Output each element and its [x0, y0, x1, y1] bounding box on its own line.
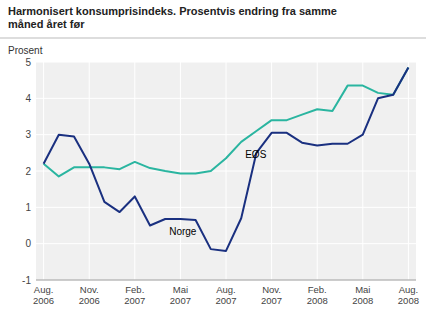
y-grid-line	[36, 280, 416, 281]
x-tick-label-line: 2006	[33, 295, 54, 306]
x-tick-label-line: Aug.	[34, 284, 54, 295]
x-grid-line	[408, 62, 409, 280]
series-line	[44, 67, 409, 176]
y-tick-label: 2	[25, 166, 31, 177]
x-tick-label: Aug.2008	[398, 284, 419, 306]
x-tick-label-line: Nov.	[80, 284, 99, 295]
x-grid-line	[317, 62, 318, 280]
x-grid-line	[43, 62, 44, 280]
x-tick-label: Feb.2007	[124, 284, 145, 306]
x-tick-label-line: 2007	[124, 295, 145, 306]
title-line: måned året før	[8, 18, 85, 30]
x-tick-label-line: 2007	[215, 295, 236, 306]
title: Harmonisert konsumprisindeks. Prosentvis…	[8, 5, 337, 30]
x-tick-label-line: Nov.	[262, 284, 281, 295]
x-tick-label-line: Aug.	[399, 284, 419, 295]
y-tick-label: 4	[25, 93, 31, 104]
title-line: Harmonisert konsumprisindeks. Prosentvis…	[8, 5, 337, 17]
x-tick-label-line: Mai	[173, 284, 188, 295]
series-label: EØS	[245, 149, 266, 160]
x-grid-line	[89, 62, 90, 280]
x-tick-label-line: 2008	[398, 295, 419, 306]
x-tick-label-line: Feb.	[308, 284, 327, 295]
x-tick-label: Aug.2007	[215, 284, 236, 306]
y-tick-label: 5	[25, 57, 31, 68]
y-tick-label: 0	[25, 238, 31, 249]
x-tick-label: Mai2007	[170, 284, 191, 306]
x-tick-label-line: 2006	[79, 295, 100, 306]
chart: Harmonisert konsumprisindeks. Prosentvis…	[0, 0, 426, 325]
series-group	[44, 67, 409, 250]
x-grid-line	[362, 62, 363, 280]
x-tick-label: Feb.2008	[307, 284, 328, 306]
x-tick-label-line: Aug.	[216, 284, 236, 295]
grid	[36, 62, 416, 280]
x-tick-label-line: 2008	[307, 295, 328, 306]
x-tick-label-line: 2007	[170, 295, 191, 306]
x-tick-label-line: Feb.	[125, 284, 144, 295]
x-grid-line	[271, 62, 272, 280]
x-tick-label: Aug.2006	[33, 284, 54, 306]
x-grid-line	[134, 62, 135, 280]
series-line	[44, 67, 409, 250]
x-tick-label: Mai2008	[352, 284, 373, 306]
x-tick-label: Nov.2006	[79, 284, 100, 306]
x-axis-line	[36, 280, 416, 281]
x-tick-label-line: Mai	[355, 284, 370, 295]
x-tick-label: Nov.2007	[261, 284, 282, 306]
plot-area	[36, 62, 416, 280]
y-tick-label: 1	[25, 202, 31, 213]
x-tick-label-line: 2008	[352, 295, 373, 306]
separator	[0, 38, 426, 39]
x-grid-line	[180, 62, 181, 280]
y-tick-label: 3	[25, 129, 31, 140]
y-axis-label: Prosent	[8, 45, 43, 56]
x-grid-line	[226, 62, 227, 280]
series-label: Norge	[169, 226, 197, 237]
y-tick-label: -1	[22, 275, 31, 286]
x-tick-label-line: 2007	[261, 295, 282, 306]
